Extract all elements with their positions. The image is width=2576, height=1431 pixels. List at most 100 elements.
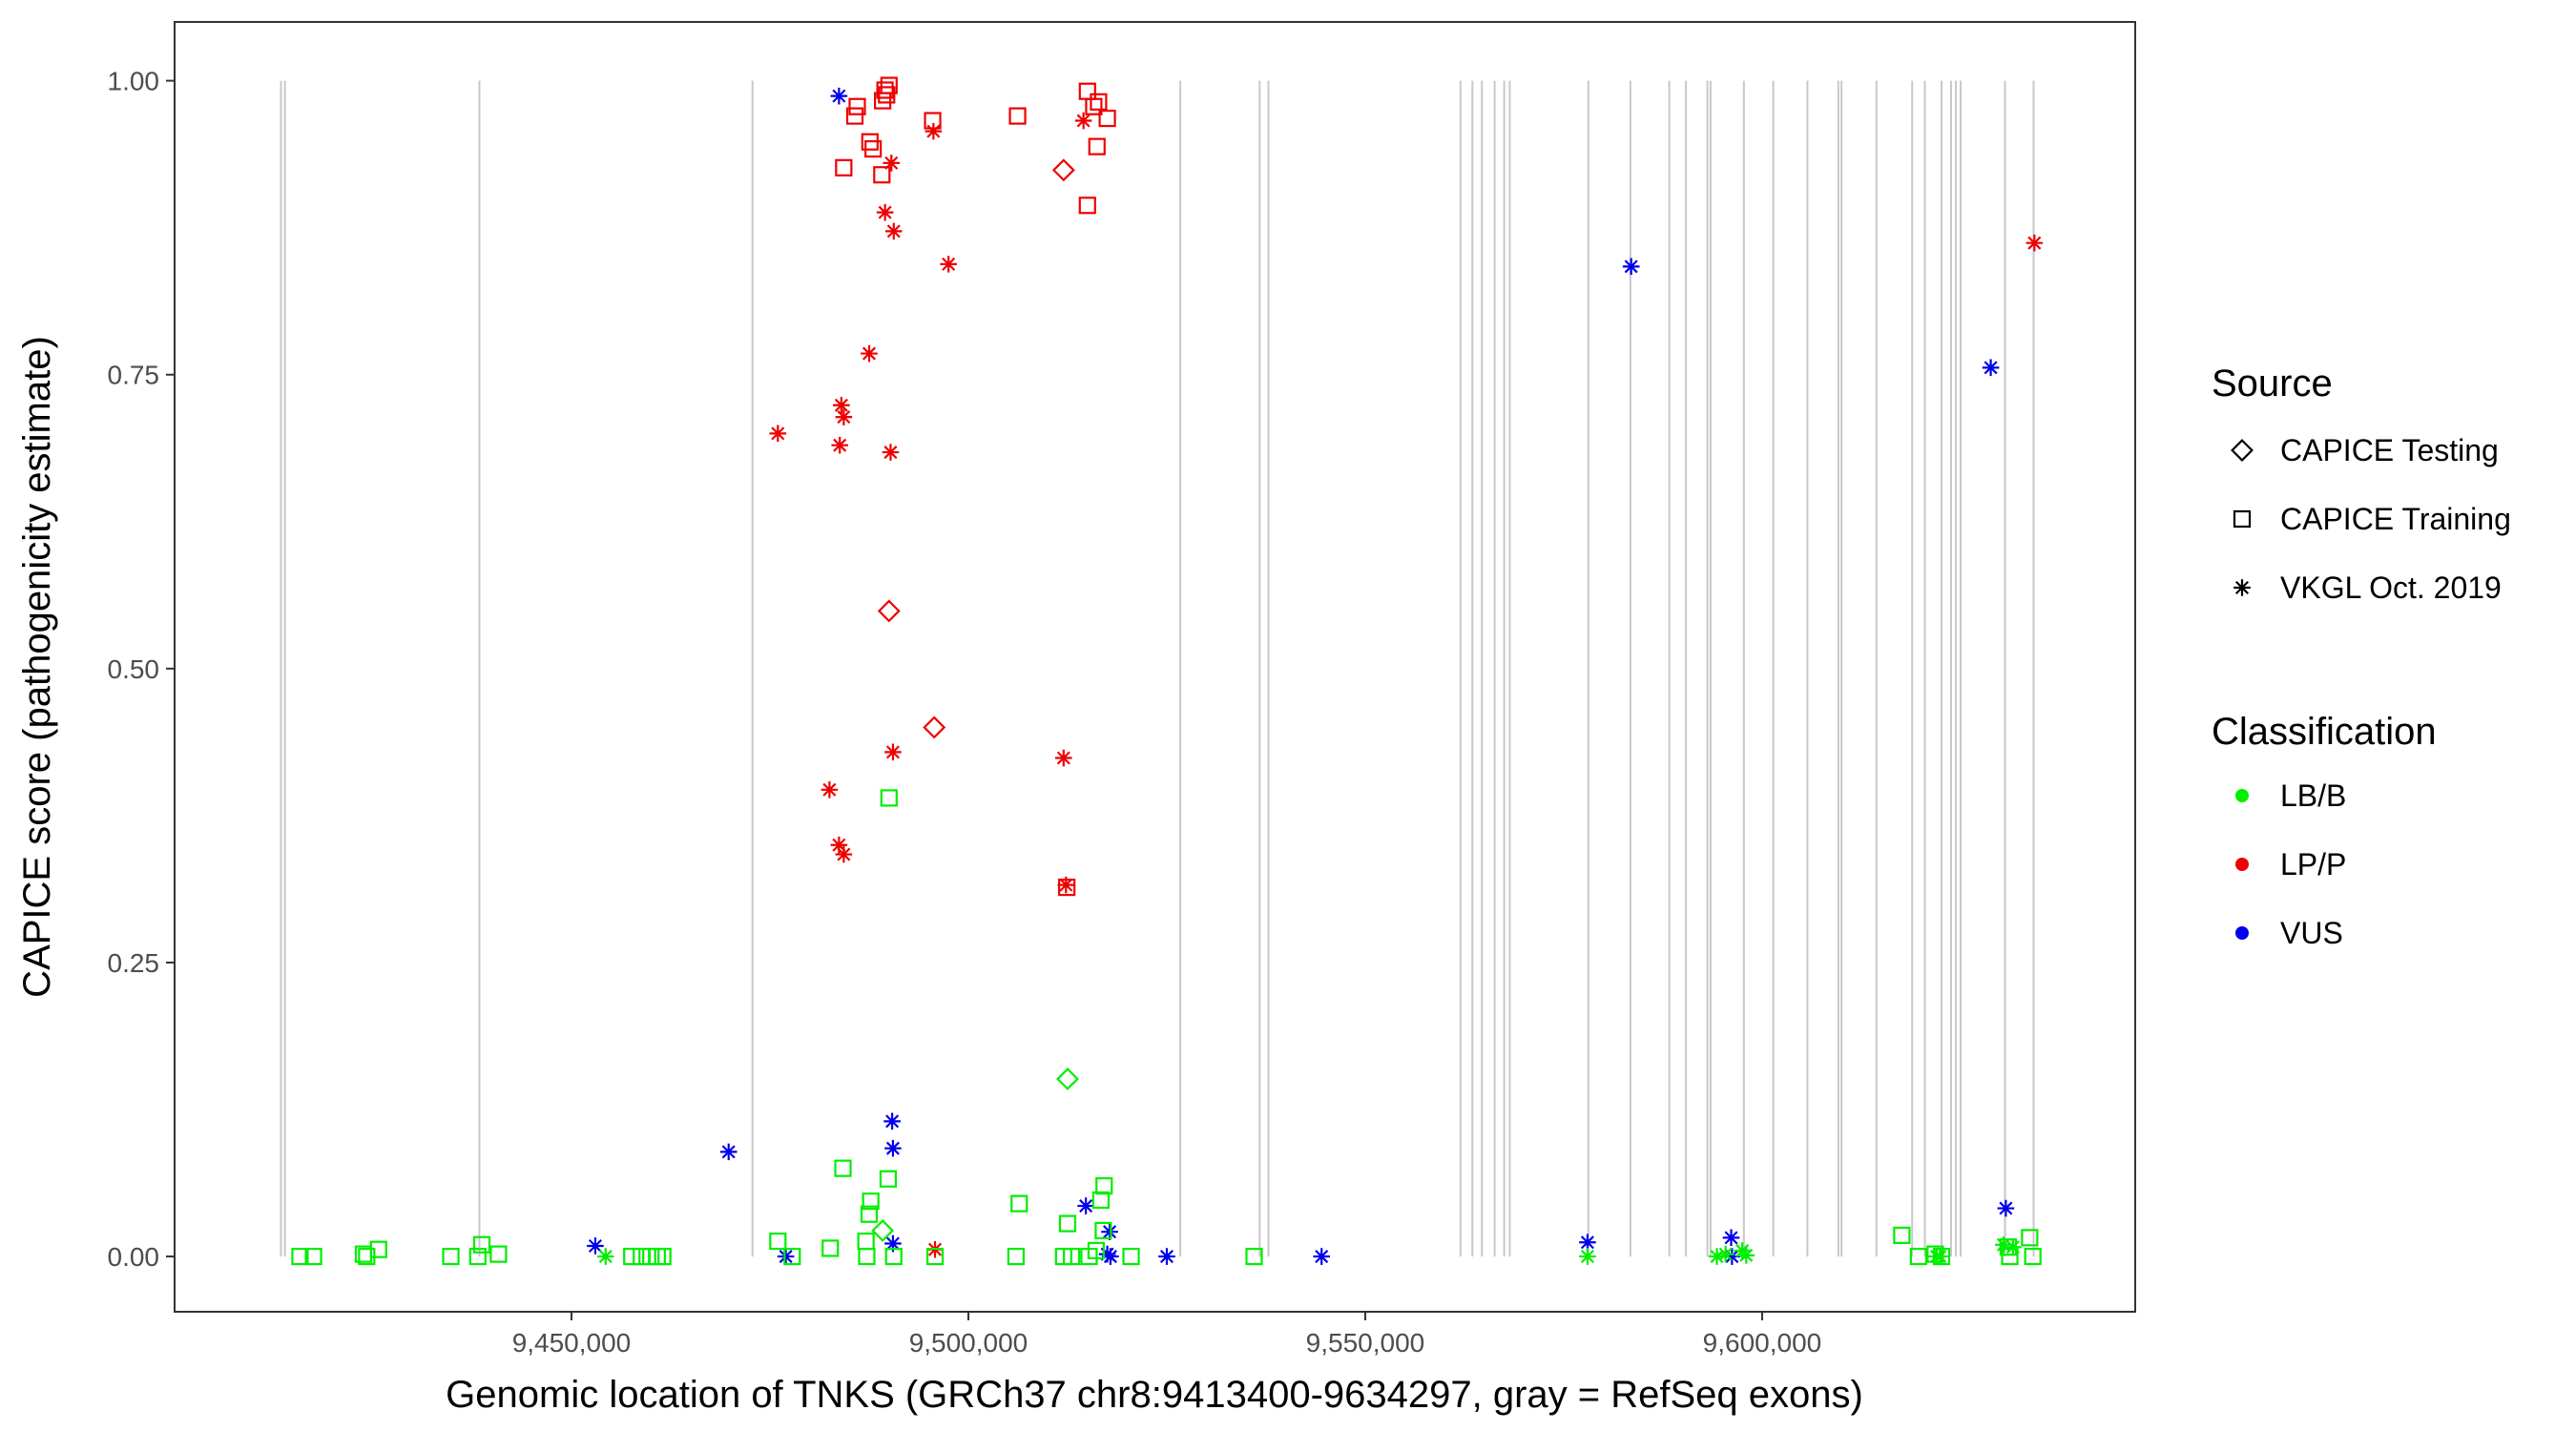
data-point — [1094, 1221, 1112, 1240]
plot-background — [175, 22, 2135, 1312]
exon-lines — [280, 80, 2035, 1257]
legend-label-lbb: LB/B — [2280, 778, 2346, 813]
data-point — [877, 599, 901, 623]
data-point — [1622, 258, 1640, 276]
data-point — [821, 1239, 840, 1257]
data-point — [1051, 158, 1075, 182]
data-point — [587, 1237, 604, 1255]
data-point — [1102, 1248, 1119, 1265]
data-point — [879, 1170, 898, 1188]
data-point — [880, 76, 898, 94]
data-point — [883, 1112, 901, 1130]
data-point — [769, 425, 787, 443]
data-point — [925, 1247, 945, 1266]
data-point — [860, 1205, 879, 1223]
data-point — [884, 1247, 903, 1266]
legend-source-title: Source — [2212, 363, 2333, 404]
data-point — [354, 1245, 373, 1263]
data-point — [1088, 137, 1106, 156]
data-point — [1063, 1247, 1081, 1266]
legend-symbol-asterisk — [2233, 579, 2251, 596]
data-point — [1085, 97, 1103, 115]
data-point — [830, 836, 848, 854]
data-point — [1931, 1248, 1949, 1265]
data-point — [1095, 1177, 1113, 1195]
data-point — [940, 256, 957, 273]
legend-label-capice-testing: CAPICE Testing — [2280, 433, 2499, 467]
data-point — [1716, 1245, 1735, 1263]
legend-symbol-diamond — [2231, 439, 2254, 462]
data-point — [858, 1247, 876, 1266]
data-point — [1708, 1248, 1726, 1265]
data-point — [783, 1247, 801, 1266]
data-point — [880, 789, 898, 807]
data-point — [468, 1247, 487, 1266]
data-point — [1101, 1223, 1118, 1240]
data-point — [884, 743, 902, 761]
data-point — [1008, 107, 1027, 125]
data-point — [1995, 1235, 2012, 1254]
data-point — [1098, 109, 1116, 128]
data-point — [1737, 1247, 1755, 1264]
data-point — [876, 81, 894, 99]
data-point — [848, 97, 866, 115]
data-point — [442, 1247, 460, 1266]
legend-label-lpp: LP/P — [2280, 847, 2346, 881]
data-point — [835, 408, 853, 425]
data-point — [596, 1248, 614, 1265]
plot-border — [174, 21, 2136, 1313]
data-point — [654, 1247, 672, 1266]
data-point — [1723, 1248, 1741, 1265]
data-point — [1055, 749, 1072, 767]
data-point — [1122, 1247, 1140, 1266]
data-point — [2005, 1238, 2022, 1256]
x-axis-title: Genomic location of TNKS (GRCh37 chr8:94… — [446, 1374, 1863, 1416]
data-point — [777, 1248, 795, 1265]
data-point — [1245, 1247, 1263, 1266]
data-point — [304, 1247, 322, 1266]
data-point — [833, 396, 850, 414]
data-point — [1982, 359, 2000, 377]
data-point — [1579, 1248, 1596, 1265]
y-tick-label: 0.00 — [108, 1242, 160, 1272]
data-point — [1057, 876, 1075, 894]
y-tick-label: 1.00 — [108, 67, 160, 96]
y-tick-label: 0.50 — [108, 654, 160, 684]
data-point — [489, 1245, 508, 1263]
data-point — [878, 86, 896, 104]
legend-label-vkgl: VKGL Oct. 2019 — [2280, 570, 2502, 605]
x-axis: 9,450,000 9,500,000 9,550,000 9,600,000 — [512, 1312, 1822, 1358]
data-point — [884, 1139, 902, 1157]
data-point — [884, 1234, 902, 1253]
data-point — [2025, 234, 2044, 252]
data-point — [358, 1247, 376, 1266]
data-point — [1090, 93, 1108, 111]
y-axis: 0.00 0.25 0.50 0.75 1.00 — [108, 67, 175, 1272]
data-point — [2024, 1247, 2042, 1266]
x-tick-label: 9,600,000 — [1703, 1328, 1822, 1358]
legend-color-dot — [2235, 926, 2249, 940]
data-point — [861, 344, 878, 363]
data-point — [1091, 1191, 1111, 1210]
data-point — [845, 107, 864, 125]
legend-classification-title: Classification — [2212, 711, 2437, 753]
data-point — [882, 444, 900, 461]
data-point — [291, 1247, 309, 1266]
data-point — [1313, 1248, 1331, 1265]
data-point — [831, 436, 849, 454]
legend-symbol-square — [2233, 509, 2252, 529]
data-point — [830, 87, 848, 105]
data-point — [884, 222, 903, 240]
data-point — [821, 780, 839, 798]
data-point — [2021, 1229, 2039, 1247]
data-point — [862, 1192, 880, 1211]
data-point — [883, 155, 901, 172]
legend-color-dot — [2235, 789, 2249, 802]
y-tick-label: 0.25 — [108, 948, 160, 978]
data-point — [1074, 112, 1092, 130]
data-points — [291, 76, 2044, 1266]
data-point — [923, 716, 946, 739]
data-point — [472, 1235, 491, 1254]
data-point — [1077, 1197, 1094, 1214]
